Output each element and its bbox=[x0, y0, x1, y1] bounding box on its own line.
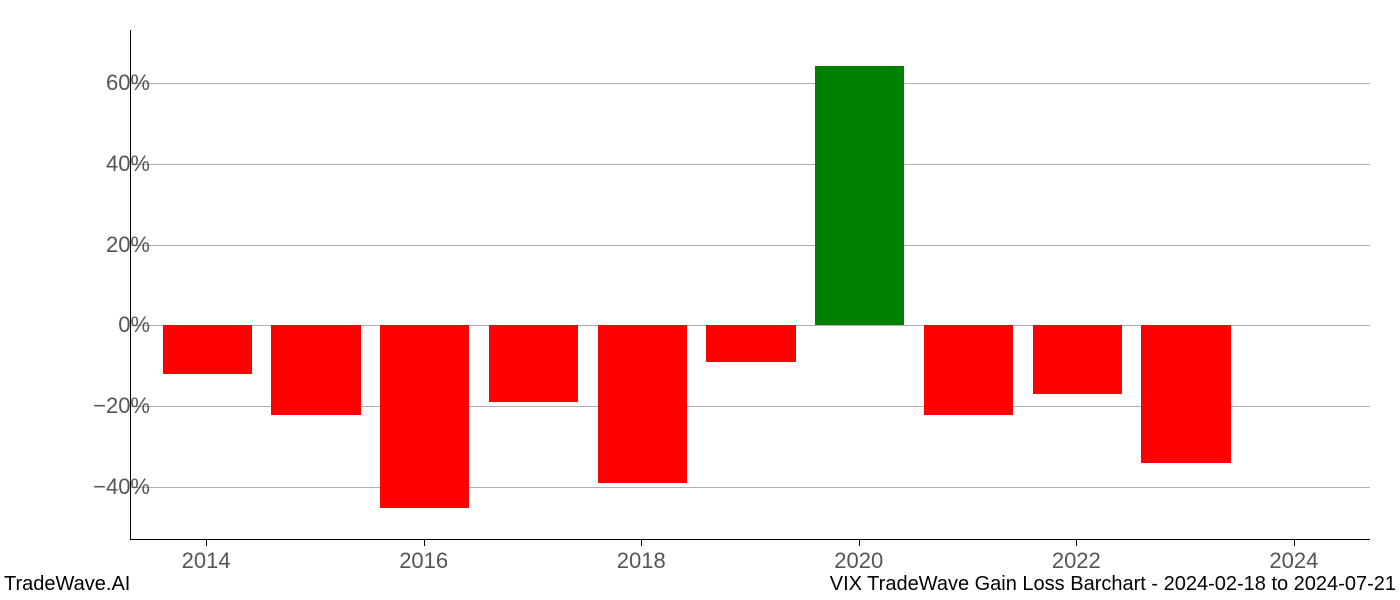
bar-2016 bbox=[380, 325, 469, 507]
bar-2021 bbox=[924, 325, 1013, 414]
chart-container bbox=[130, 30, 1370, 540]
gridline bbox=[131, 487, 1370, 488]
ytick-label: −20% bbox=[70, 393, 150, 419]
footer-caption: VIX TradeWave Gain Loss Barchart - 2024-… bbox=[830, 573, 1396, 596]
xtick-label: 2022 bbox=[1052, 548, 1101, 574]
ytick-label: 20% bbox=[70, 232, 150, 258]
plot-area bbox=[130, 30, 1370, 540]
ytick-label: 40% bbox=[70, 151, 150, 177]
bar-2017 bbox=[489, 325, 578, 402]
bar-2019 bbox=[706, 325, 795, 361]
bar-2014 bbox=[163, 325, 252, 374]
xtick-label: 2018 bbox=[617, 548, 666, 574]
xtick-label: 2020 bbox=[834, 548, 883, 574]
xtick-label: 2024 bbox=[1269, 548, 1318, 574]
bar-2015 bbox=[271, 325, 360, 414]
xtick-mark bbox=[641, 540, 642, 546]
xtick-mark bbox=[1076, 540, 1077, 546]
gridline bbox=[131, 245, 1370, 246]
bar-2023 bbox=[1141, 325, 1230, 463]
ytick-label: 60% bbox=[70, 70, 150, 96]
ytick-label: −40% bbox=[70, 474, 150, 500]
xtick-mark bbox=[424, 540, 425, 546]
xtick-mark bbox=[1294, 540, 1295, 546]
gridline bbox=[131, 164, 1370, 165]
xtick-label: 2014 bbox=[182, 548, 231, 574]
ytick-label: 0% bbox=[70, 312, 150, 338]
footer-brand: TradeWave.AI bbox=[4, 573, 130, 596]
xtick-mark bbox=[859, 540, 860, 546]
bar-2018 bbox=[598, 325, 687, 483]
bar-2020 bbox=[815, 66, 904, 325]
xtick-mark bbox=[206, 540, 207, 546]
xtick-label: 2016 bbox=[399, 548, 448, 574]
gridline bbox=[131, 83, 1370, 84]
bar-2022 bbox=[1033, 325, 1122, 394]
